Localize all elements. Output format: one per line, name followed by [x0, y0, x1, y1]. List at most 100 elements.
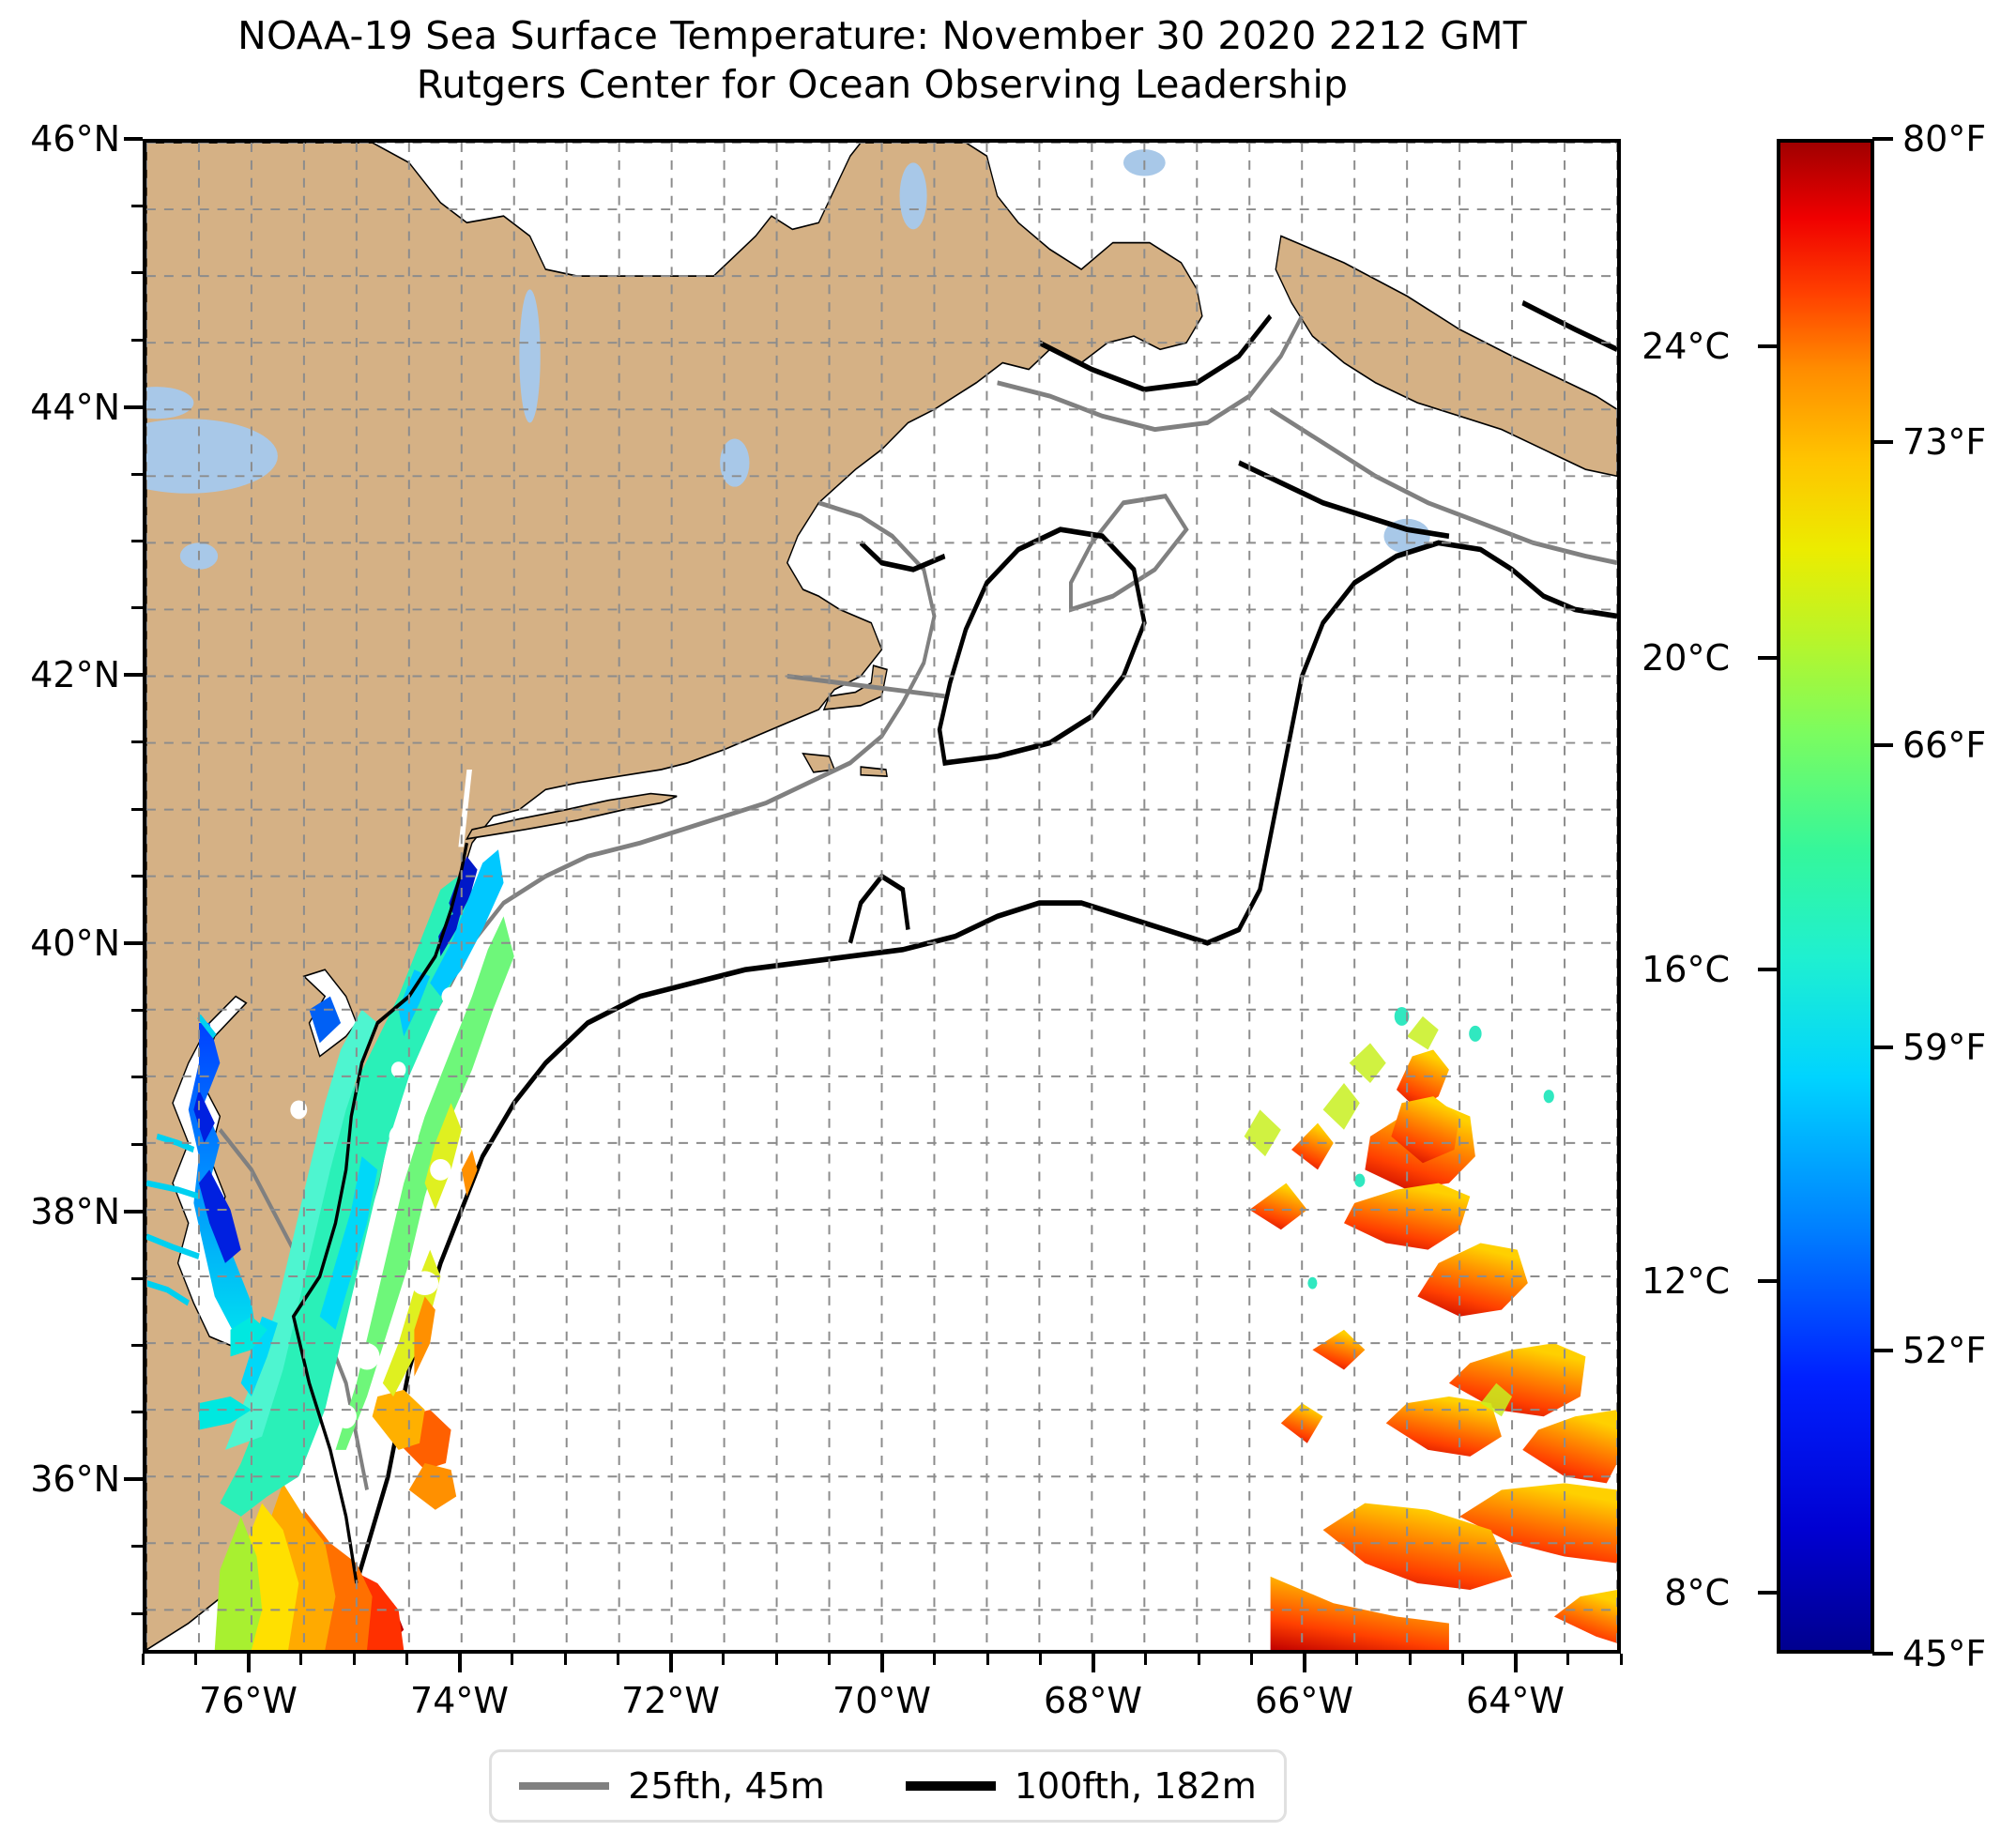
x-axis-label: 64°W — [1466, 1680, 1565, 1721]
sst-bay-tributaries — [146, 1014, 217, 1306]
x-minor-tick — [563, 1654, 567, 1665]
sst-nearshore-cyan — [240, 1156, 378, 1397]
map-plot-area[interactable] — [143, 139, 1621, 1654]
colorbar-label-fahrenheit: 52°F — [1902, 1330, 1987, 1372]
y-minor-tick — [131, 875, 143, 878]
colorbar-tick-c — [1758, 968, 1779, 972]
land-cape-cod — [822, 664, 888, 711]
x-minor-tick — [1355, 1654, 1359, 1665]
land-nova-scotia — [1275, 235, 1617, 478]
sst-offshore-teal-spots — [1307, 1006, 1554, 1290]
y-minor-tick — [131, 1411, 143, 1414]
x-minor-tick — [1408, 1654, 1412, 1665]
colorbar-tick-f — [1872, 1652, 1893, 1656]
land-long-island — [465, 792, 678, 840]
sst-gulf-stream-offshore — [1249, 1049, 1617, 1650]
y-minor-tick — [131, 204, 143, 207]
colorbar-tick-c — [1758, 1279, 1779, 1284]
x-minor-tick — [405, 1654, 408, 1665]
x-axis-label: 72°W — [621, 1680, 720, 1721]
x-major-tick — [879, 1654, 884, 1672]
colorbar-label-fahrenheit: 45°F — [1902, 1633, 1987, 1674]
y-axis-label: 40°N — [30, 922, 120, 964]
y-minor-tick — [131, 1008, 143, 1012]
legend-swatch-25fth — [519, 1782, 610, 1790]
sst-nj-shelf-cyan — [398, 849, 504, 1037]
y-minor-tick — [131, 1611, 143, 1615]
x-axis-label: 68°W — [1044, 1680, 1142, 1721]
x-minor-tick — [511, 1654, 514, 1665]
lake-champlain — [519, 289, 541, 423]
colorbar-label-celsius: 20°C — [1642, 637, 1730, 679]
x-major-tick — [1302, 1654, 1306, 1672]
x-major-tick — [457, 1654, 462, 1672]
x-minor-tick — [141, 1654, 145, 1665]
x-axis-label: 66°W — [1255, 1680, 1353, 1721]
lake-ontario — [146, 419, 278, 494]
y-minor-tick — [131, 1276, 143, 1280]
x-axis-label: 70°W — [832, 1680, 931, 1721]
y-axis-label: 38°N — [30, 1190, 120, 1232]
x-minor-tick — [985, 1654, 989, 1665]
y-minor-tick — [131, 1076, 143, 1079]
lake-finger-a — [146, 387, 194, 420]
title-line-1: NOAA-19 Sea Surface Temperature: Novembe… — [237, 13, 1527, 58]
x-minor-tick — [827, 1654, 831, 1665]
x-major-tick — [1513, 1654, 1518, 1672]
y-minor-tick — [131, 338, 143, 342]
colorbar-label-celsius: 24°C — [1642, 326, 1730, 368]
y-axis-label: 44°N — [30, 386, 120, 428]
y-minor-tick — [131, 606, 143, 610]
y-major-tick — [124, 673, 143, 678]
x-minor-tick — [352, 1654, 356, 1665]
colorbar-label-fahrenheit: 59°F — [1902, 1027, 1987, 1069]
colorbar-tick-f — [1872, 439, 1893, 444]
colorbar-tick-c — [1758, 656, 1779, 661]
legend-label-25fth: 25fth, 45m — [628, 1765, 825, 1807]
y-major-tick — [124, 1209, 143, 1214]
colorbar-tick-f — [1872, 742, 1893, 747]
colorbar-label-celsius: 12°C — [1642, 1260, 1730, 1303]
sst-colorbar[interactable] — [1777, 139, 1874, 1654]
x-minor-tick — [616, 1654, 619, 1665]
y-minor-tick — [131, 1545, 143, 1549]
y-major-tick — [124, 940, 143, 945]
figure-title: NOAA-19 Sea Surface Temperature: Novembe… — [0, 11, 1764, 109]
x-minor-tick — [1144, 1654, 1148, 1665]
colorbar-tick-f — [1872, 1349, 1893, 1353]
y-axis-label: 42°N — [30, 654, 120, 696]
sst-delaware-bay — [309, 996, 342, 1044]
sst-bay-mouth-cyan — [198, 1316, 267, 1430]
colorbar-tick-c — [1758, 344, 1779, 349]
colorbar-tick-f — [1872, 137, 1893, 141]
water-hudson-river — [458, 769, 472, 847]
x-minor-tick — [933, 1654, 937, 1665]
x-minor-tick — [1249, 1654, 1253, 1665]
bathymetry-legend: 25fth, 45m 100fth, 182m — [489, 1749, 1287, 1823]
colorbar-tick-c — [1758, 1591, 1779, 1595]
lake-moosehead — [899, 162, 927, 230]
legend-item-25fth: 25fth, 45m — [519, 1765, 825, 1807]
colorbar-label-celsius: 8°C — [1664, 1572, 1730, 1614]
colorbar-label-celsius: 16°C — [1642, 949, 1730, 991]
x-minor-tick — [1460, 1654, 1464, 1665]
x-minor-tick — [193, 1654, 197, 1665]
y-minor-tick — [131, 539, 143, 542]
y-major-tick — [124, 1477, 143, 1482]
contour-100fth — [354, 299, 1617, 1584]
y-major-tick — [124, 137, 143, 141]
x-minor-tick — [1197, 1654, 1200, 1665]
title-line-2: Rutgers Center for Ocean Observing Leade… — [416, 62, 1349, 107]
x-minor-tick — [774, 1654, 778, 1665]
sst-hatteras-warm — [214, 1483, 405, 1650]
y-minor-tick — [131, 472, 143, 476]
x-major-tick — [1091, 1654, 1095, 1672]
y-axis-label: 46°N — [30, 118, 120, 160]
sst-nj-cold-strip — [438, 856, 478, 956]
sst-shelf-break-orange — [414, 1150, 478, 1377]
land-nantucket — [860, 766, 888, 777]
x-minor-tick — [1038, 1654, 1042, 1665]
legend-swatch-100fth — [905, 1781, 996, 1791]
x-minor-tick — [722, 1654, 725, 1665]
x-axis-label: 74°W — [410, 1680, 509, 1721]
